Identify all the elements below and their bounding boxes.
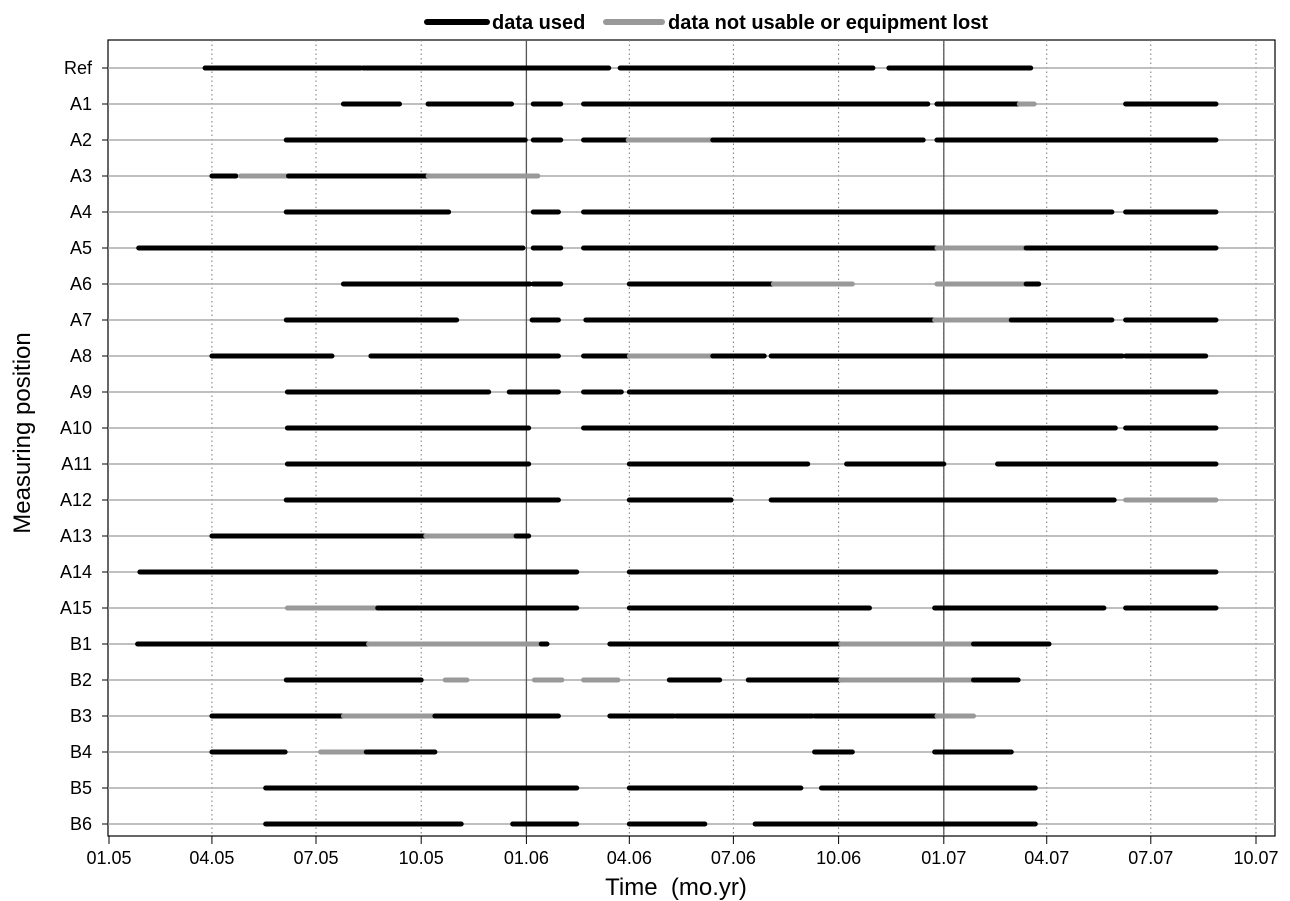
x-tick-label-3: 10.05 <box>399 848 444 868</box>
plot-area-frame <box>107 39 1276 837</box>
reference-lines <box>525 40 945 836</box>
y-label-A3: A3 <box>70 166 92 186</box>
y-category-labels: Ref A1 A2 A3 A4 A5 A6 A7 A8 A9 A10 A11 A12 A13 A14 A15 B… <box>60 58 93 834</box>
legend: data used data not usable or equipment l… <box>424 12 988 34</box>
y-label-A14: A14 <box>60 562 92 582</box>
y-label-A4: A4 <box>70 202 92 222</box>
y-label-A13: A13 <box>60 526 92 546</box>
x-axis: 01.05 04.05 07.05 10.05 01.06 04.06 07.06 10.06… <box>86 836 1279 868</box>
y-label-B4: B4 <box>70 742 92 762</box>
y-label-A11: A11 <box>61 454 92 474</box>
horizontal-gridlines <box>102 67 1275 825</box>
x-tick-label-1: 04.05 <box>189 848 234 868</box>
y-label-A9: A9 <box>70 382 92 402</box>
x-tick-label-8: 01.07 <box>921 848 966 868</box>
y-label-A10: A10 <box>60 418 92 438</box>
x-tick-label-6: 07.06 <box>711 848 756 868</box>
y-label-B3: B3 <box>70 706 92 726</box>
x-axis-title: Time (mo.yr) <box>605 874 747 901</box>
x-tick-label-5: 04.06 <box>607 848 652 868</box>
y-label-A7: A7 <box>70 310 92 330</box>
y-label-Ref: Ref <box>64 58 93 78</box>
y-label-B6: B6 <box>70 814 92 834</box>
y-label-A5: A5 <box>70 238 92 258</box>
x-tick-label-11: 10.07 <box>1233 848 1278 868</box>
y-label-A12: A12 <box>60 490 92 510</box>
y-label-B5: B5 <box>70 778 92 798</box>
legend-label-lost: data not usable or equipment lost <box>668 12 988 34</box>
x-tick-label-4: 01.06 <box>504 848 549 868</box>
x-tick-label-10: 07.07 <box>1128 848 1173 868</box>
y-axis-title: Measuring position <box>9 332 36 533</box>
x-tick-label-9: 04.07 <box>1024 848 1069 868</box>
y-label-B2: B2 <box>70 670 92 690</box>
y-label-A2: A2 <box>70 130 92 150</box>
y-label-A8: A8 <box>70 346 92 366</box>
x-tick-label-7: 10.06 <box>816 848 861 868</box>
y-label-A15: A15 <box>60 598 92 618</box>
y-label-A1: A1 <box>70 94 92 114</box>
legend-label-used: data used <box>492 12 585 34</box>
x-tick-label-0: 01.05 <box>86 848 131 868</box>
y-label-B1: B1 <box>70 634 92 654</box>
y-label-A6: A6 <box>70 274 92 294</box>
x-tick-label-2: 07.05 <box>293 848 338 868</box>
data-segments <box>135 65 1219 827</box>
